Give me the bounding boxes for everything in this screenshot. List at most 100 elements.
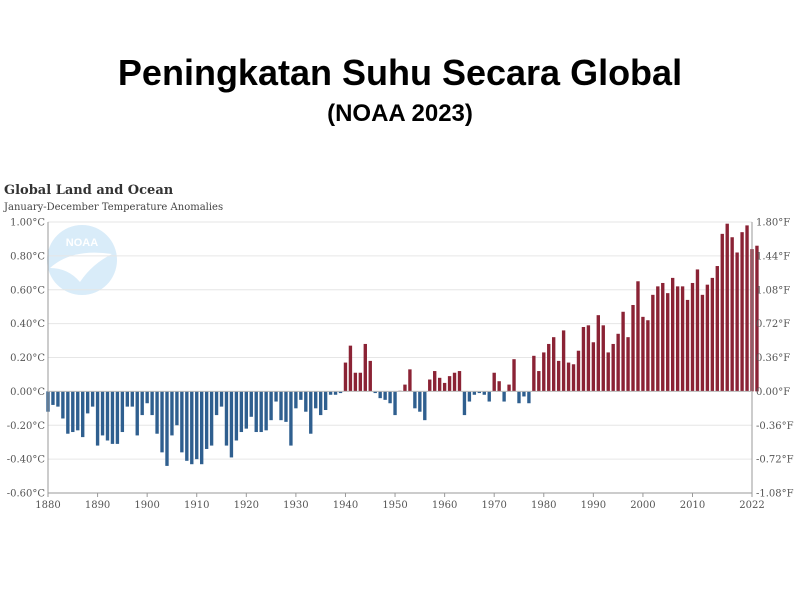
bar-1927 xyxy=(279,391,283,421)
y-tick-label-left: 0.40°C xyxy=(10,319,45,330)
bar-1975 xyxy=(517,391,521,404)
y-tick-label-left: -0.20°C xyxy=(7,421,46,432)
bar-1979 xyxy=(537,371,541,392)
bar-2006 xyxy=(670,277,675,392)
bar-1972 xyxy=(502,391,506,402)
bar-1901 xyxy=(150,391,154,416)
noaa-logo-text: NOAA xyxy=(66,237,98,249)
bar-2020 xyxy=(740,232,744,392)
bar-2021 xyxy=(745,225,749,392)
y-tick-label-left: 1.00°C xyxy=(10,218,45,229)
bar-2003 xyxy=(656,286,660,392)
bar-1894 xyxy=(115,391,120,444)
bar-1918 xyxy=(234,391,239,441)
bar-1989 xyxy=(586,325,591,392)
bar-1932 xyxy=(304,391,308,412)
bar-1960 xyxy=(442,382,447,392)
bar-1945 xyxy=(368,360,372,392)
x-tick-label: 2022 xyxy=(739,500,764,511)
bar-1913 xyxy=(209,391,214,446)
noaa-logo-bird xyxy=(50,252,112,282)
bar-1999 xyxy=(636,281,640,392)
bar-1936 xyxy=(323,391,328,411)
bar-1980 xyxy=(542,352,546,392)
bar-1900 xyxy=(145,391,149,404)
bar-2013 xyxy=(705,284,710,392)
bar-2012 xyxy=(700,294,705,392)
x-tick-label: 1970 xyxy=(481,500,506,511)
bar-1949 xyxy=(388,391,392,404)
chart-subtitle: January-December Temperature Anomalies xyxy=(4,202,224,213)
slide-title: Peningkatan Suhu Secara Global xyxy=(117,52,683,93)
bar-1911 xyxy=(200,391,204,465)
bar-1897 xyxy=(130,391,134,407)
bar-1950 xyxy=(393,391,397,416)
y-tick-label-left: -0.60°C xyxy=(7,489,46,500)
y-tick-label-right: -1.08°F xyxy=(756,489,794,500)
bar-1882 xyxy=(56,391,60,407)
bar-1916 xyxy=(224,391,229,446)
y-tick-label-right: 0.72°F xyxy=(756,319,790,330)
y-tick-label-right: -0.72°F xyxy=(756,455,794,466)
bar-1925 xyxy=(269,391,273,421)
bar-1964 xyxy=(462,391,467,416)
bar-1883 xyxy=(61,391,65,419)
y-tick-label-left: 0.20°C xyxy=(10,353,45,364)
y-tick-label-left: 0.80°C xyxy=(10,251,45,262)
bar-1986 xyxy=(571,364,576,392)
bar-1967 xyxy=(477,391,482,394)
bar-2010 xyxy=(690,282,695,392)
bar-1934 xyxy=(314,391,318,409)
bar-1937 xyxy=(328,391,333,395)
bar-1886 xyxy=(76,391,80,431)
bar-1885 xyxy=(71,391,75,433)
bar-1994 xyxy=(611,343,615,392)
bar-1978 xyxy=(532,355,536,392)
bar-1938 xyxy=(333,391,338,395)
bar-1977 xyxy=(527,391,531,404)
x-tick-label: 1900 xyxy=(134,500,159,511)
bar-1990 xyxy=(591,342,596,392)
y-axis-left-labels: 1.00°C 0.80°C 0.60°C 0.40°C 0.20°C 0.00°C -0.2… xyxy=(7,218,46,500)
y-axis-right-labels: 1.80°F 1.44°F 1.08°F 0.72°F 0.36°F 0.00°F -0.3… xyxy=(756,218,794,500)
bar-1939 xyxy=(338,391,343,394)
bar-1958 xyxy=(433,371,437,392)
bar-2011 xyxy=(695,269,700,392)
x-tick-label: 2010 xyxy=(680,500,705,511)
bar-1922 xyxy=(254,391,258,433)
bar-1933 xyxy=(309,391,313,434)
bar-1981 xyxy=(547,343,551,392)
bar-2008 xyxy=(680,286,685,392)
bar-1954 xyxy=(413,391,417,409)
bar-1915 xyxy=(219,391,224,407)
slide-subtitle: (NOAA 2023) xyxy=(327,100,473,127)
y-tick-label-right: 0.36°F xyxy=(756,353,790,364)
bar-1944 xyxy=(363,343,367,392)
bar-1970 xyxy=(492,372,496,392)
bar-1903 xyxy=(160,391,164,453)
bar-1930 xyxy=(294,391,298,409)
bar-1884 xyxy=(66,391,70,434)
bar-1929 xyxy=(289,391,293,446)
bar-1917 xyxy=(229,391,234,458)
bar-1908 xyxy=(185,391,189,461)
bar-1881 xyxy=(51,391,55,405)
bar-1943 xyxy=(358,372,363,392)
bar-1887 xyxy=(81,391,85,438)
bar-1942 xyxy=(353,372,358,392)
bar-1997 xyxy=(626,337,630,392)
bar-1971 xyxy=(497,381,501,392)
x-tick-label: 1980 xyxy=(531,500,556,511)
bar-2001 xyxy=(646,320,650,392)
bar-1914 xyxy=(214,391,219,416)
x-tick-label: 2000 xyxy=(630,500,655,511)
bar-1935 xyxy=(318,391,323,416)
y-tick-label-right: 1.80°F xyxy=(756,218,790,229)
y-tick-label-right: 1.44°F xyxy=(756,251,790,262)
bar-1993 xyxy=(606,352,610,392)
bar-1985 xyxy=(566,362,571,392)
bar-1984 xyxy=(561,330,566,392)
bar-2009 xyxy=(685,299,690,392)
bar-1996 xyxy=(621,311,625,392)
bar-1992 xyxy=(601,325,605,392)
